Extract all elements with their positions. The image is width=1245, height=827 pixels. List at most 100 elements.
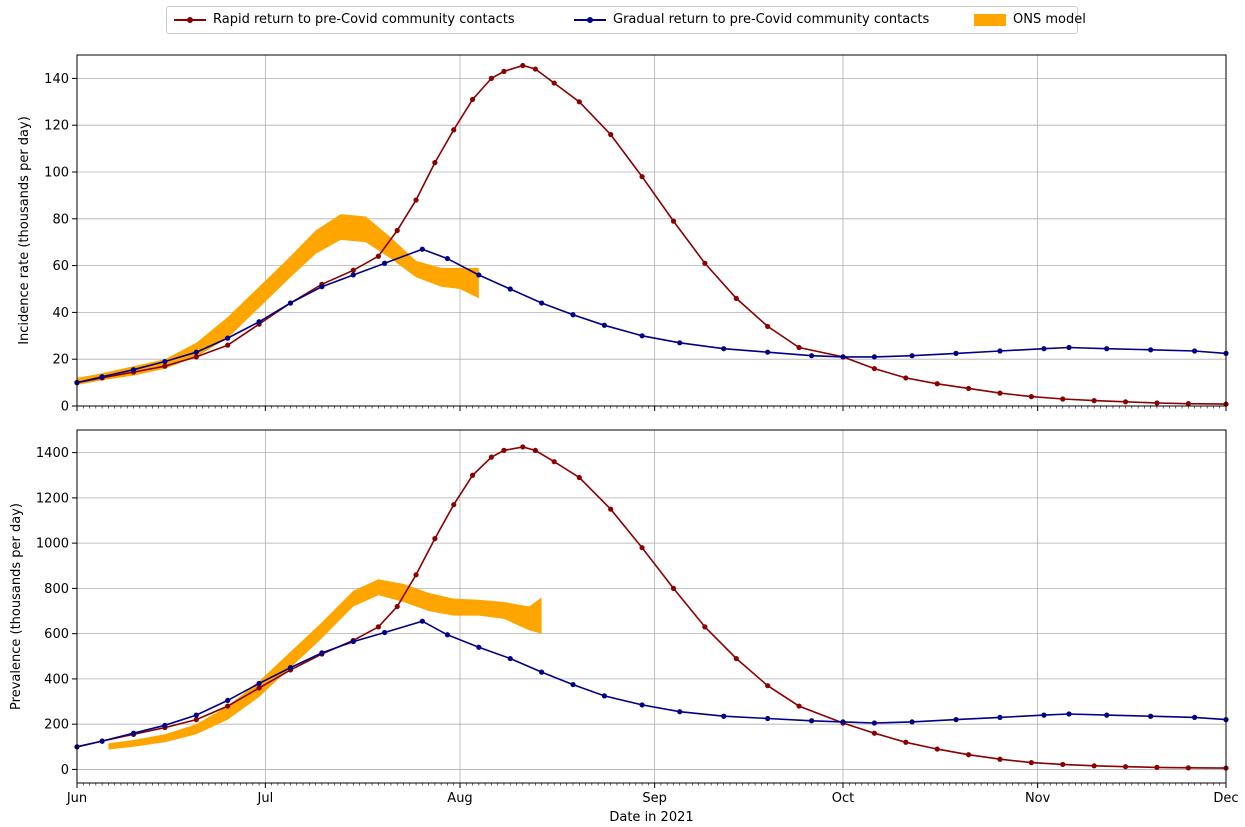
x-tick-label: Jun: [66, 791, 87, 806]
data-point: [539, 669, 545, 675]
data-point: [1066, 344, 1072, 351]
data-point: [476, 644, 482, 650]
data-point: [1060, 396, 1066, 402]
legend-swatch-gradual: [574, 17, 606, 23]
data-point: [871, 730, 877, 736]
data-point: [953, 350, 959, 356]
data-point: [670, 585, 677, 591]
data-point: [99, 738, 105, 744]
data-point: [871, 365, 877, 372]
data-point: [225, 703, 231, 709]
data-point: [1148, 713, 1154, 719]
data-point: [1185, 765, 1191, 771]
x-tick-label: Oct: [832, 791, 854, 806]
data-point: [1066, 711, 1072, 717]
data-point: [488, 75, 494, 81]
y-tick-label: 0: [61, 763, 69, 778]
data-point: [677, 709, 683, 715]
data-point: [997, 756, 1003, 762]
data-point: [130, 730, 137, 736]
data-point: [469, 472, 476, 478]
x-tick-label: Aug: [447, 791, 472, 806]
data-point: [1091, 763, 1097, 769]
data-point: [576, 474, 582, 481]
data-point: [488, 454, 494, 460]
data-point: [413, 197, 419, 203]
data-point: [765, 715, 771, 722]
data-point: [721, 346, 727, 352]
data-point: [162, 358, 168, 365]
data-point: [1041, 346, 1047, 352]
y-tick-label: 60: [52, 259, 69, 274]
data-point: [570, 312, 576, 318]
y-tick-label: 1200: [36, 491, 69, 506]
data-point: [639, 174, 645, 180]
data-point: [702, 260, 708, 266]
series-line-rapid: [76, 64, 1227, 405]
data-point: [1104, 346, 1110, 352]
data-point: [551, 459, 557, 465]
data-point: [733, 295, 739, 301]
data-point: [1041, 712, 1047, 718]
data-point: [476, 272, 482, 278]
series-line-rapid: [76, 446, 1227, 769]
data-point: [520, 62, 526, 69]
data-point: [193, 354, 199, 360]
data-point: [796, 703, 802, 709]
data-point: [639, 545, 645, 551]
legend-swatch-ons: [974, 14, 1006, 26]
data-point: [451, 127, 457, 133]
data-point: [953, 717, 959, 723]
data-point: [193, 717, 199, 723]
data-point: [809, 718, 815, 724]
data-point: [394, 227, 400, 234]
series-line-gradual: [76, 620, 1227, 748]
data-point: [1154, 400, 1160, 406]
y-tick-label: 400: [44, 672, 69, 687]
data-point: [1060, 761, 1066, 768]
legend-label-ons: ONS model: [1013, 12, 1086, 27]
data-point: [256, 685, 262, 691]
data-point: [319, 284, 325, 290]
data-point: [419, 618, 425, 624]
data-point: [501, 68, 507, 74]
y-tick-label: 100: [44, 166, 69, 181]
data-point: [382, 260, 388, 266]
data-point: [382, 629, 388, 636]
data-point: [1028, 760, 1034, 766]
y-tick-label: 1400: [36, 446, 69, 461]
data-point: [677, 340, 683, 346]
data-point: [539, 300, 545, 306]
data-point: [871, 720, 877, 726]
data-point: [507, 286, 513, 292]
panel-2: 0 200 400 600 800 1000 1200 1400 Prevalence (tho…: [9, 429, 1229, 788]
data-point: [99, 374, 105, 380]
data-point: [287, 300, 294, 306]
x-tick-label: Sep: [642, 791, 667, 806]
data-point: [608, 131, 614, 138]
y-tick-label: 200: [44, 718, 69, 733]
data-point: [419, 246, 425, 252]
data-point: [721, 713, 727, 719]
data-point: [444, 255, 451, 262]
data-point: [520, 444, 526, 450]
legend-label-gradual: Gradual return to pre-Covid community co…: [613, 12, 930, 27]
panel-1: 0 20 40 60 80 100 120 140 Incidence rate (thousa…: [17, 54, 1229, 415]
data-point: [432, 160, 438, 166]
data-point: [934, 381, 940, 387]
data-point: [639, 702, 645, 708]
y-tick-label: 1000: [36, 537, 69, 552]
data-point: [375, 624, 381, 630]
data-point: [350, 267, 356, 273]
data-point: [576, 99, 582, 105]
data-point: [765, 683, 771, 689]
data-point: [193, 712, 199, 718]
data-point: [350, 638, 356, 645]
data-point: [997, 390, 1003, 396]
y-tick-label: 80: [52, 212, 69, 227]
data-point: [225, 342, 231, 348]
data-point: [965, 385, 972, 392]
y-tick-label: 600: [44, 627, 69, 642]
data-point: [162, 722, 168, 728]
data-point: [532, 66, 538, 72]
